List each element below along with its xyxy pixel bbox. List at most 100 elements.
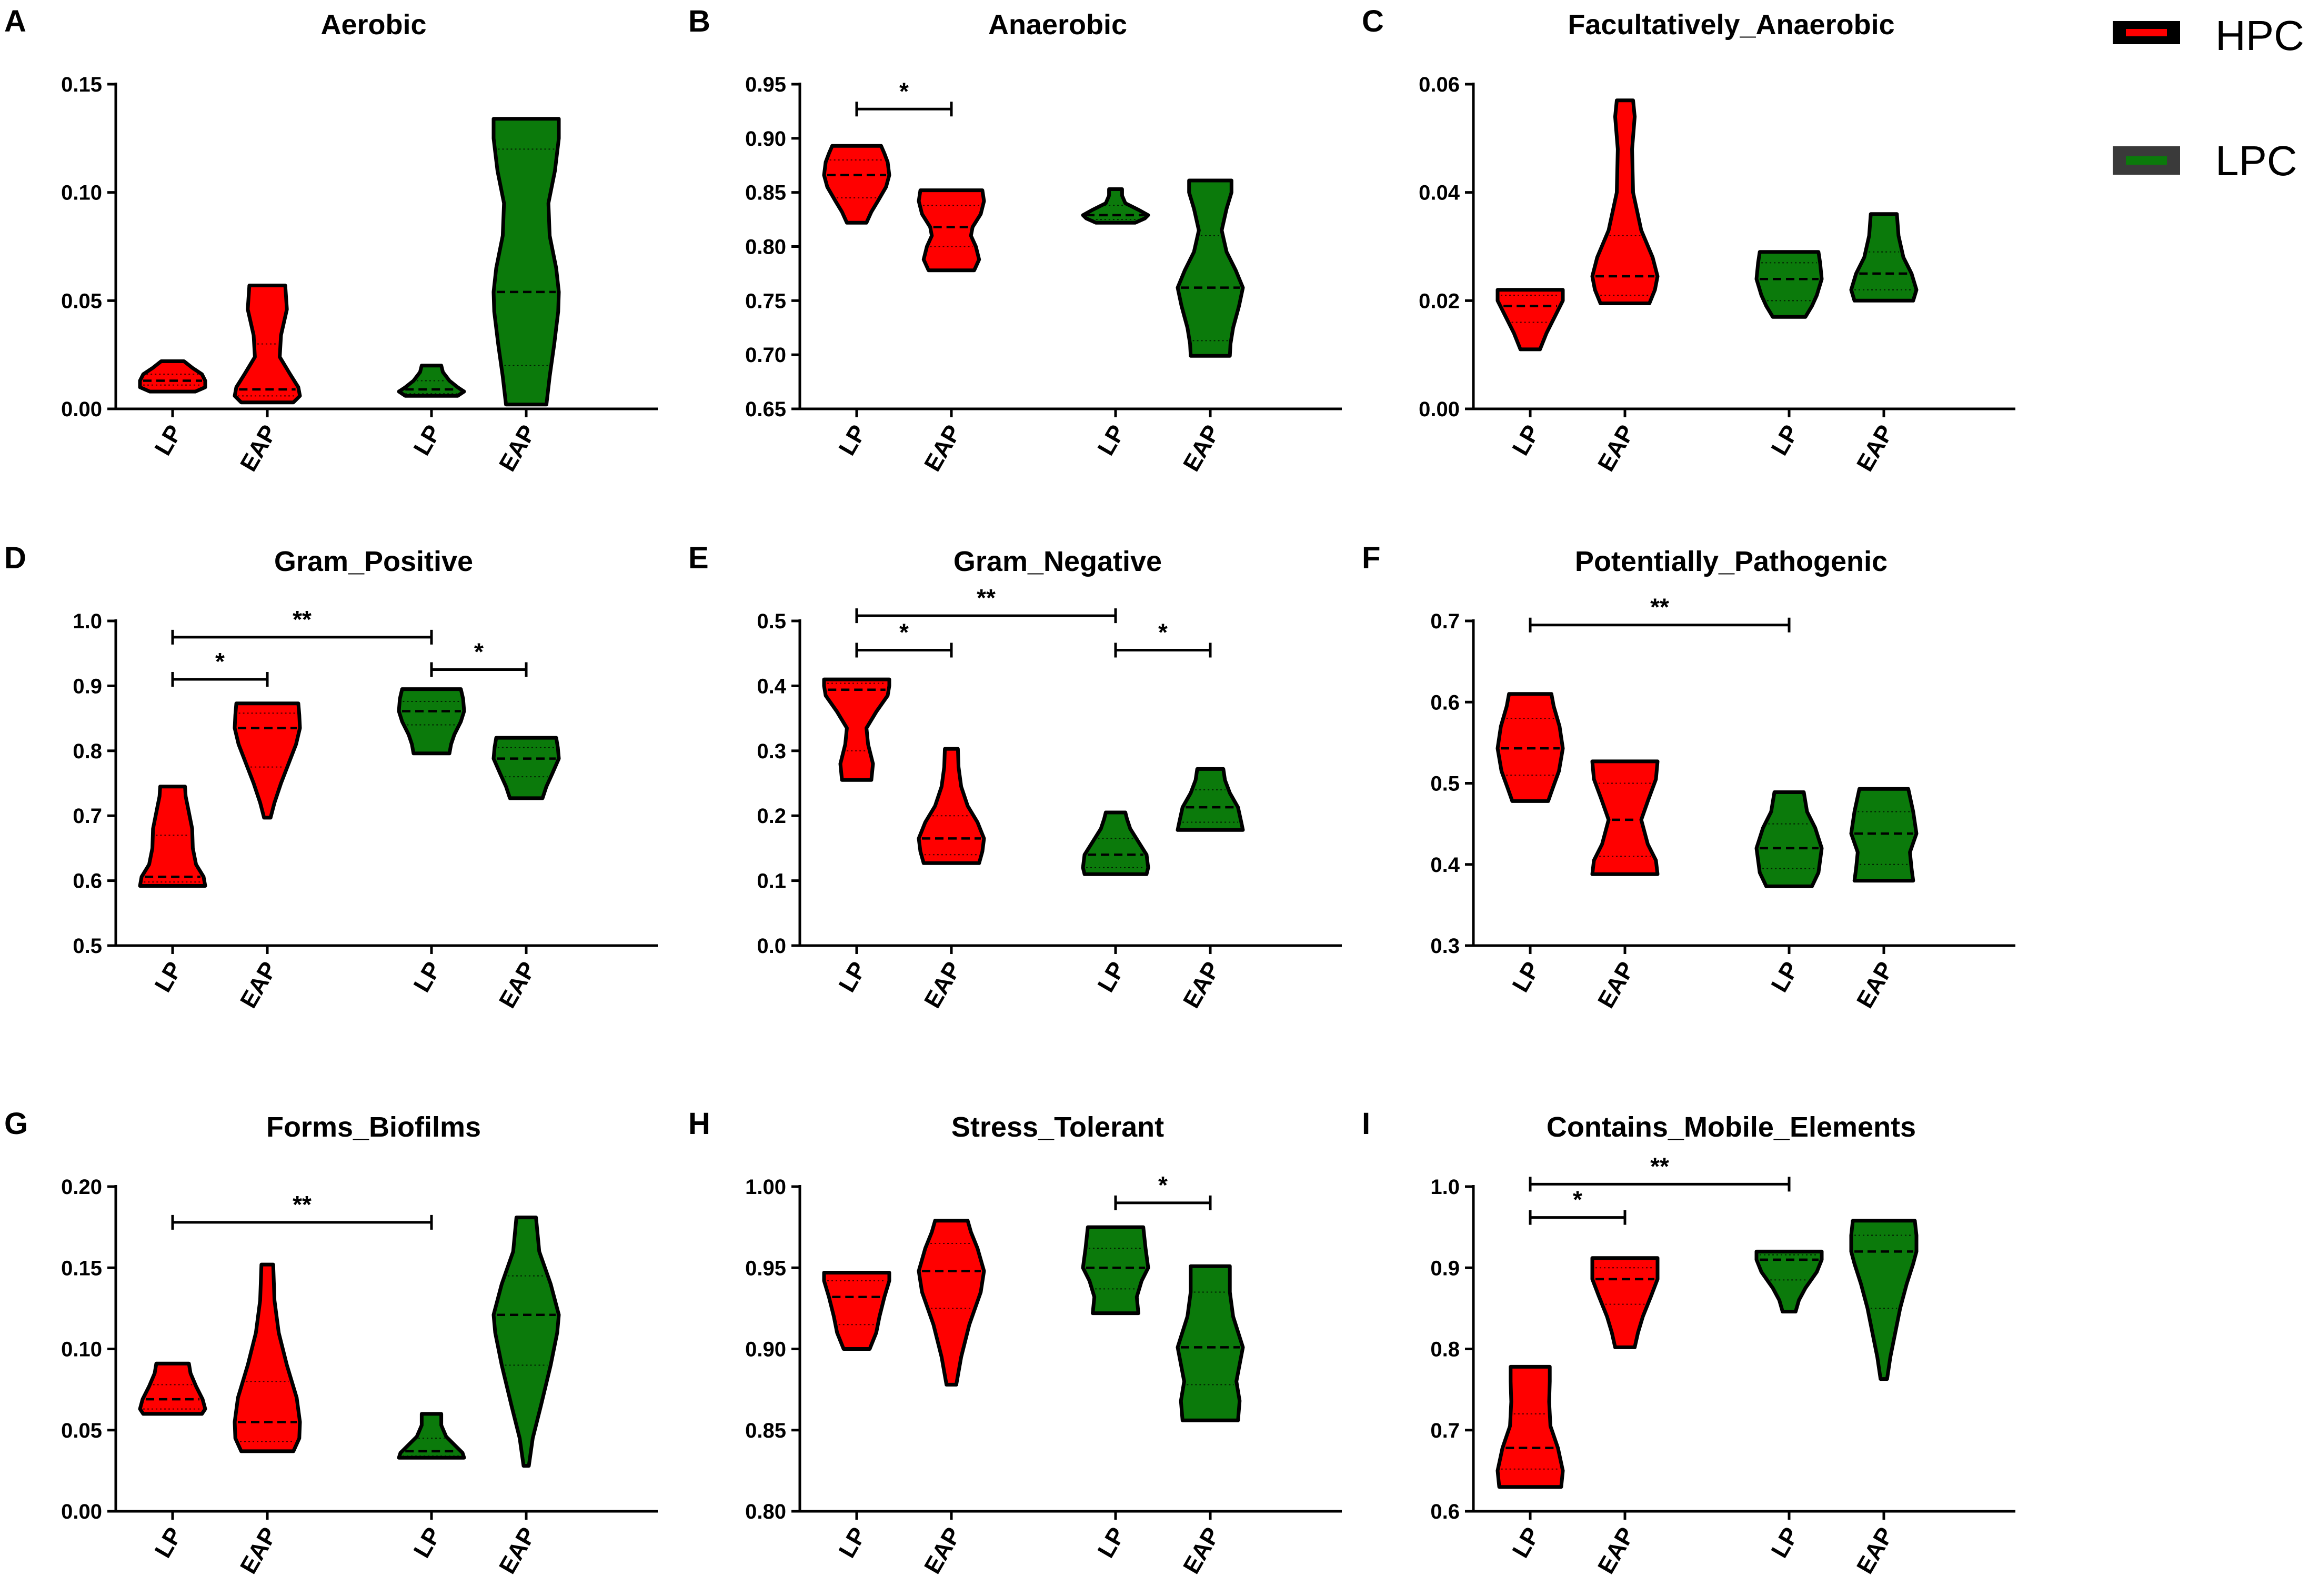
violin-hpc-lp [138,785,207,888]
significance-label: * [1573,1186,1582,1213]
panel-title: Stress_Tolerant [951,1111,1164,1143]
y-tick-label: 0.05 [61,289,102,313]
y-tick-label: 0.80 [745,1500,786,1523]
significance-bracket [1114,1195,1212,1210]
panel-letter: C [1362,4,1384,38]
violin-lpc-eap [491,1216,561,1468]
y-tick-label: 0.04 [1419,182,1460,205]
y-tick-label: 0.95 [745,73,786,96]
x-tick-label: LP [1507,420,1545,460]
y-tick-label: 0.7 [73,805,102,828]
y-tick-label: 0.90 [745,1338,786,1361]
significance-label: ** [293,606,312,633]
violin-lpc-lp [1081,187,1150,225]
x-tick-label: LP [833,420,871,460]
panel-e: E Gram_Negative 0.0 0.1 0.2 0.3 0.4 0.5 LP EAP LP E… [688,541,1342,1012]
y-tick-label: 0.85 [745,182,786,205]
y-tick-label: 0.90 [745,127,786,150]
violin-lpc-eap [1849,1219,1919,1381]
legend-label-hpc: HPC [2215,12,2304,59]
x-tick-label: EAP [1851,420,1899,476]
panel-title: Potentially_Pathogenic [1575,546,1888,577]
y-tick-label: 0.7 [1430,1419,1460,1442]
x-tick-label: EAP [1178,1523,1225,1579]
panel-h: H Stress_Tolerant 0.80 0.85 0.90 0.95 1.00 LP EA… [688,1107,1342,1578]
significance-label: ** [1650,594,1669,621]
panel-letter: H [688,1107,710,1141]
violin-lpc-lp [397,687,466,756]
y-tick-label: 0.5 [73,935,102,958]
panel-title: Gram_Negative [953,546,1162,577]
legend-swatch-fill-hpc [2126,29,2167,36]
significance-bracket [171,672,269,687]
y-tick-label: 0.65 [745,398,786,421]
y-tick-label: 0.75 [745,289,786,313]
x-tick-label: LP [1092,957,1130,997]
y-tick-label: 0.9 [1430,1257,1460,1280]
x-tick-label: EAP [919,420,966,476]
significance-label: * [474,638,484,666]
significance-bracket [855,608,1117,624]
violin-hpc-eap [1590,1256,1660,1349]
x-tick-label: EAP [1592,420,1640,476]
y-tick-label: 0.8 [1430,1338,1460,1361]
x-tick-label: EAP [235,1523,282,1579]
y-tick-label: 0.6 [1430,1500,1460,1523]
significance-bracket [1529,1177,1791,1192]
violin-lpc-lp [1754,790,1824,888]
y-tick-label: 0.10 [61,1338,102,1361]
panel-letter: D [4,541,26,575]
violin-lpc-lp [1754,250,1824,319]
x-tick-label: EAP [494,1523,541,1579]
panel-i: I Contains_Mobile_Elements 0.6 0.7 0.8 0.9 1.0… [1362,1107,2015,1578]
panel-letter: A [4,4,26,38]
x-tick-label: EAP [494,420,541,476]
x-tick-label: EAP [1592,957,1640,1013]
violin-hpc-lp [138,359,207,394]
significance-label: * [215,648,225,675]
significance-label: ** [293,1191,312,1218]
panel-b: B Anaerobic 0.65 0.70 0.75 0.80 0.85 0.90 0.95 LP… [688,4,1342,476]
violin-hpc-lp [138,1361,207,1416]
violin-hpc-lp [822,677,891,782]
significance-bracket [855,643,953,658]
y-tick-label: 0.0 [757,935,786,958]
y-tick-label: 0.5 [757,610,786,633]
significance-label: ** [1650,1152,1669,1180]
y-tick-label: 0.2 [757,805,786,828]
panel-title: Anaerobic [988,9,1127,41]
violin-lpc-eap [1176,178,1245,358]
x-tick-label: EAP [1851,1523,1899,1579]
x-tick-label: LP [1765,1523,1804,1562]
x-tick-label: LP [1092,420,1130,460]
panel-title: Contains_Mobile_Elements [1547,1111,1916,1143]
x-tick-label: LP [408,957,446,997]
y-tick-label: 1.0 [1430,1176,1460,1199]
significance-bracket [430,662,528,677]
y-tick-label: 0.80 [745,236,786,259]
violin-lpc-lp [1754,1249,1824,1313]
panel-f: F Potentially_Pathogenic 0.3 0.4 0.5 0.6 0.7 LP… [1362,541,2015,1012]
violin-hpc-eap [233,284,302,405]
significance-bracket [171,629,433,645]
x-tick-label: EAP [235,957,282,1013]
x-tick-label: LP [1092,1523,1130,1562]
panel-g: G Forms_Biofilms 0.00 0.05 0.10 0.15 0.20 LP EAP… [4,1107,658,1578]
significance-label: * [1158,619,1168,646]
y-tick-label: 0.5 [1430,772,1460,796]
x-tick-label: LP [833,1523,871,1562]
x-tick-label: LP [833,957,871,997]
panel-title: Facultatively_Anaerobic [1568,9,1894,41]
y-tick-label: 0.02 [1419,289,1460,313]
y-tick-label: 0.20 [61,1176,102,1199]
x-tick-label: LP [1507,1523,1545,1562]
y-tick-label: 0.85 [745,1419,786,1442]
legend-item-lpc: LPC [2113,137,2297,184]
x-tick-label: EAP [1178,957,1225,1013]
violin-lpc-lp [1081,810,1150,876]
x-tick-label: EAP [919,1523,966,1579]
significance-bracket [1114,643,1212,658]
violin-lpc-lp [1081,1225,1150,1316]
y-tick-label: 0.05 [61,1419,102,1442]
